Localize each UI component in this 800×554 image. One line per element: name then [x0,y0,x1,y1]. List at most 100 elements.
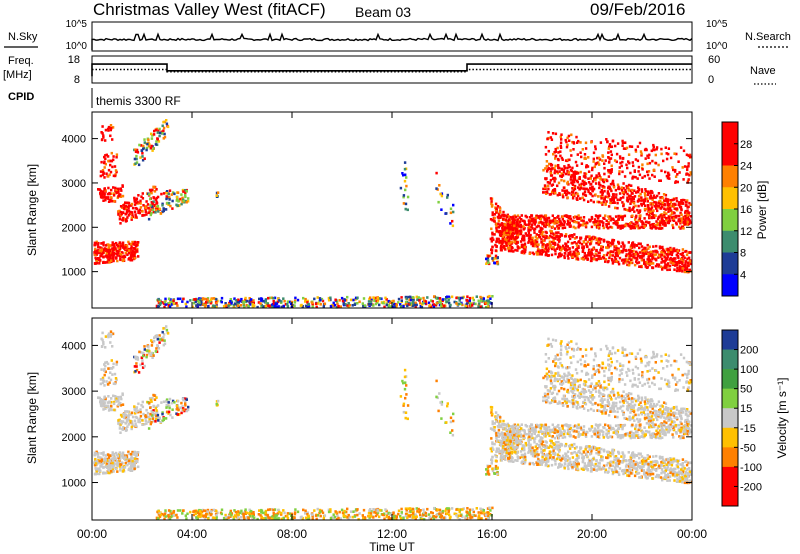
range-time-cell [315,517,318,521]
range-time-cell [102,380,106,383]
range-time-cell [519,232,522,235]
range-time-cell [494,249,498,252]
range-time-cell [668,206,672,210]
range-time-cell [135,365,138,368]
range-time-cell [230,300,234,304]
range-time-cell [583,190,587,193]
range-time-cell [114,241,118,245]
range-time-cell [510,232,514,236]
range-time-cell [104,255,107,258]
range-time-cell [105,244,108,247]
range-time-cell [683,219,686,222]
range-time-cell [687,213,690,216]
range-time-cell [215,304,218,307]
range-time-cell [568,247,571,251]
range-time-cell [162,417,166,420]
range-time-cell [166,125,170,129]
range-time-cell [99,259,102,262]
range-time-cell [556,184,559,188]
range-time-cell [611,201,614,204]
range-time-cell [489,237,492,241]
range-time-cell [436,301,439,305]
range-time-cell [163,305,166,309]
range-time-cell [568,139,571,142]
range-time-cell [669,199,673,202]
range-time-cell [155,140,158,143]
range-time-cell [237,298,240,302]
range-time-cell [157,416,160,420]
range-time-cell [678,203,681,207]
range-time-cell [560,133,563,136]
range-time-cell [362,516,365,520]
range-time-cell [674,181,677,184]
range-time-cell [560,172,563,175]
range-time-cell [402,410,406,414]
range-time-cell [119,205,123,208]
range-time-cell [110,151,113,155]
range-time-cell [667,175,670,179]
range-time-cell [169,509,172,513]
range-time-cell [148,142,151,146]
range-time-cell [94,249,97,252]
range-time-cell [577,244,580,248]
range-time-cell [493,216,496,220]
range-time-cell [346,516,349,519]
range-time-cell [557,151,560,154]
range-time-cell [446,196,449,199]
range-time-cell [540,253,543,256]
range-time-cell [154,406,157,410]
range-time-cell [620,224,624,228]
range-time-cell [419,301,422,305]
range-time-cell [135,161,139,164]
range-time-cell [542,168,545,172]
range-time-cell [399,303,402,306]
range-time-cell [311,301,314,305]
range-time-cell [422,302,425,305]
range-time-cell [182,190,185,193]
range-time-cell [399,305,403,308]
range-time-cell [574,160,578,164]
range-time-cell [103,373,106,377]
range-time-cell [280,513,283,516]
range-time-cell [557,164,560,167]
range-time-cell [262,305,265,308]
range-time-cell [113,165,117,168]
range-time-cell [586,257,590,261]
range-time-cell [607,169,610,172]
range-time-cell [631,207,635,210]
freq-tick-top: 18 [68,54,80,66]
range-time-cell [509,215,512,219]
range-time-cell [678,219,681,223]
range-time-cell [662,254,666,257]
range-time-cell [230,302,233,305]
range-time-cell [127,423,130,426]
range-time-cell [582,187,585,190]
range-time-cell [674,175,678,178]
range-time-cell [338,299,341,302]
range-time-cell [134,241,137,244]
range-time-cell [134,451,137,454]
range-time-cell [147,206,150,210]
range-time-cell [565,140,568,144]
range-time-cell [167,192,170,196]
range-time-cell [273,296,277,300]
range-time-cell [630,249,633,253]
range-time-cell [623,245,626,248]
range-time-cell [650,206,654,209]
range-time-cell [180,193,183,196]
range-time-cell [439,301,442,304]
range-time-cell [487,255,490,258]
range-time-cell [646,200,649,203]
range-time-cell [606,260,610,264]
range-time-cell [147,427,151,430]
range-time-cell [558,254,562,258]
range-time-cell [550,247,554,251]
range-time-cell [510,222,513,226]
range-time-cell [644,197,647,200]
range-time-cell [161,202,164,206]
range-time-cell [104,248,107,251]
range-time-cell [251,303,255,306]
range-time-cell [497,222,500,226]
range-time-cell [559,146,563,149]
range-time-cell [186,300,189,304]
